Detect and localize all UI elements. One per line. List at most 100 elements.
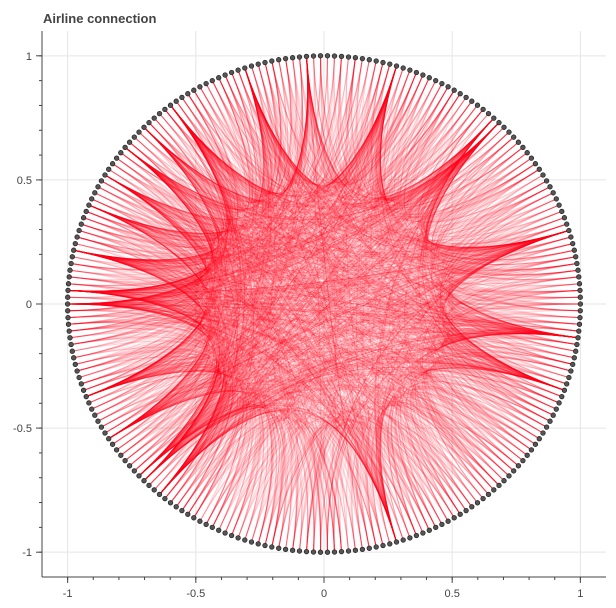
airport-node-0[interactable]	[577, 301, 584, 307]
airport-node-124[interactable]	[72, 361, 78, 368]
airport-node-73[interactable]	[216, 75, 222, 81]
airport-node-78[interactable]	[185, 91, 191, 97]
airport-node-214[interactable]	[553, 406, 559, 412]
airport-node-157[interactable]	[216, 527, 222, 533]
airport-node-171[interactable]	[310, 549, 317, 555]
airport-node-4[interactable]	[576, 274, 582, 280]
airport-node-162[interactable]	[248, 539, 255, 545]
airport-node-64[interactable]	[276, 57, 282, 63]
airport-node-85[interactable]	[146, 119, 152, 126]
airport-node-119[interactable]	[66, 328, 72, 334]
airport-node-136[interactable]	[106, 436, 112, 442]
airport-node-141[interactable]	[126, 463, 133, 469]
airport-node-204[interactable]	[515, 463, 522, 469]
airport-node-35[interactable]	[469, 98, 475, 104]
airport-node-167[interactable]	[282, 546, 289, 553]
airport-node-103[interactable]	[78, 221, 84, 227]
airport-node-222[interactable]	[571, 355, 577, 361]
airport-node-118[interactable]	[65, 321, 72, 327]
airport-node-82[interactable]	[162, 106, 168, 113]
airport-node-84[interactable]	[151, 115, 157, 121]
airport-node-121[interactable]	[68, 341, 74, 348]
airport-node-170[interactable]	[303, 548, 310, 555]
airport-node-105[interactable]	[74, 234, 80, 240]
airport-node-184[interactable]	[400, 537, 406, 543]
airport-node-181[interactable]	[380, 542, 386, 549]
airport-node-158[interactable]	[222, 530, 228, 536]
airport-node-71[interactable]	[228, 69, 235, 76]
airport-node-37[interactable]	[457, 91, 463, 97]
airport-node-140[interactable]	[122, 457, 128, 464]
airport-node-43[interactable]	[420, 72, 426, 78]
airport-node-128[interactable]	[80, 387, 87, 393]
airport-node-49[interactable]	[380, 59, 386, 66]
airport-node-126[interactable]	[76, 374, 82, 381]
airport-node-34[interactable]	[474, 102, 481, 108]
airport-node-67[interactable]	[255, 61, 261, 67]
airport-node-76[interactable]	[197, 84, 203, 90]
airport-node-145[interactable]	[146, 482, 152, 489]
airport-node-32[interactable]	[485, 110, 492, 117]
airport-node-58[interactable]	[317, 53, 324, 59]
airport-node-175[interactable]	[338, 548, 345, 555]
airport-node-203[interactable]	[511, 468, 517, 474]
airport-node-149[interactable]	[167, 500, 174, 506]
airport-node-193[interactable]	[457, 511, 463, 517]
airport-node-120[interactable]	[67, 335, 73, 341]
airport-node-9[interactable]	[570, 240, 576, 247]
airport-node-47[interactable]	[393, 63, 400, 69]
airport-node-12[interactable]	[564, 221, 570, 227]
airport-node-7[interactable]	[573, 254, 579, 260]
airport-node-125[interactable]	[74, 368, 80, 374]
airport-node-26[interactable]	[515, 139, 522, 145]
airport-node-19[interactable]	[543, 178, 550, 184]
airport-node-137[interactable]	[109, 441, 116, 447]
airport-node-93[interactable]	[109, 161, 116, 167]
airport-node-152[interactable]	[185, 511, 191, 517]
airport-node-142[interactable]	[131, 468, 137, 474]
airport-node-60[interactable]	[303, 53, 310, 60]
airport-node-48[interactable]	[387, 61, 393, 67]
airport-node-172[interactable]	[317, 549, 324, 555]
airport-node-194[interactable]	[463, 507, 469, 514]
airport-node-29[interactable]	[501, 124, 507, 130]
airport-node-3[interactable]	[576, 281, 583, 287]
airport-node-108[interactable]	[69, 254, 75, 260]
airport-node-117[interactable]	[65, 314, 71, 321]
airport-node-88[interactable]	[131, 134, 137, 140]
airport-node-55[interactable]	[338, 53, 345, 60]
airport-node-163[interactable]	[255, 541, 261, 547]
airport-node-5[interactable]	[575, 267, 581, 273]
airport-node-16[interactable]	[553, 196, 559, 202]
airport-node-122[interactable]	[69, 348, 75, 354]
airport-node-227[interactable]	[576, 321, 583, 327]
airport-node-209[interactable]	[536, 436, 542, 442]
airport-node-138[interactable]	[113, 447, 120, 453]
airport-node-127[interactable]	[78, 381, 84, 387]
airport-node-154[interactable]	[197, 518, 203, 524]
airport-node-115[interactable]	[64, 301, 71, 307]
airport-node-133[interactable]	[95, 418, 101, 424]
airport-node-23[interactable]	[528, 155, 535, 161]
airport-node-14[interactable]	[559, 208, 565, 215]
airport-node-89[interactable]	[126, 139, 133, 145]
airport-node-132[interactable]	[92, 412, 98, 418]
airport-node-217[interactable]	[561, 387, 568, 393]
airport-node-192[interactable]	[451, 515, 457, 521]
airport-node-176[interactable]	[345, 548, 352, 554]
airport-node-178[interactable]	[359, 546, 366, 553]
airport-node-56[interactable]	[331, 53, 338, 59]
airport-node-94[interactable]	[106, 166, 112, 172]
airport-node-216[interactable]	[559, 393, 565, 400]
airport-node-221[interactable]	[570, 361, 576, 368]
airport-node-224[interactable]	[574, 341, 580, 348]
airport-node-42[interactable]	[426, 75, 432, 81]
airport-node-59[interactable]	[310, 53, 317, 59]
airport-node-134[interactable]	[98, 424, 105, 430]
airport-node-106[interactable]	[72, 240, 78, 247]
airport-node-130[interactable]	[86, 400, 92, 406]
airport-node-107[interactable]	[71, 247, 77, 253]
airport-node-81[interactable]	[167, 102, 174, 108]
airport-node-159[interactable]	[228, 532, 235, 539]
